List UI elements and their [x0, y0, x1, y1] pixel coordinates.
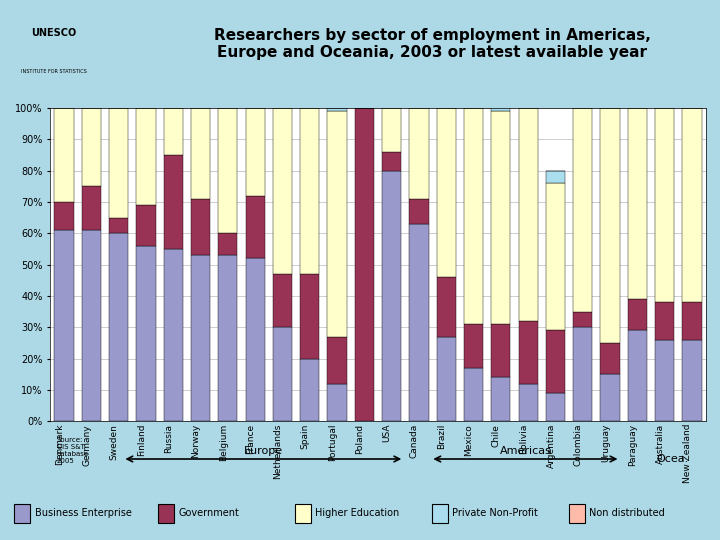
Bar — [273, 274, 292, 327]
Bar — [163, 108, 183, 155]
Bar — [136, 205, 156, 246]
Bar — [491, 111, 510, 324]
Bar — [683, 340, 701, 421]
Text: Americas: Americas — [500, 446, 552, 456]
Bar — [546, 330, 565, 393]
Bar — [136, 246, 156, 421]
Bar — [546, 393, 565, 421]
Bar — [600, 343, 620, 374]
Bar — [437, 108, 456, 277]
Text: Ocea.: Ocea. — [657, 454, 689, 464]
Bar — [14, 503, 30, 523]
Bar — [573, 312, 593, 327]
Bar — [410, 108, 428, 199]
Bar — [158, 503, 174, 523]
Text: Business Enterprise: Business Enterprise — [35, 508, 132, 518]
Bar — [518, 383, 538, 421]
Bar — [109, 233, 128, 421]
Bar — [491, 377, 510, 421]
Bar — [569, 503, 585, 523]
Bar — [55, 108, 73, 202]
Bar — [55, 202, 73, 230]
Bar — [573, 108, 593, 312]
Bar — [432, 503, 448, 523]
Bar — [410, 199, 428, 224]
Bar — [573, 327, 593, 421]
Bar — [246, 258, 265, 421]
Bar — [628, 330, 647, 421]
Text: Europe: Europe — [244, 446, 283, 456]
Bar — [328, 336, 346, 383]
Text: Government: Government — [179, 508, 240, 518]
Bar — [191, 255, 210, 421]
Bar — [328, 108, 346, 111]
Bar — [328, 111, 346, 336]
Text: Source:
UIS S&T
database
2005: Source: UIS S&T database 2005 — [57, 437, 89, 464]
Bar — [191, 108, 210, 199]
Bar — [437, 336, 456, 421]
Bar — [55, 230, 73, 421]
Bar — [546, 183, 565, 330]
Bar — [218, 255, 238, 421]
Bar — [295, 503, 311, 523]
Bar — [300, 108, 319, 274]
Bar — [600, 374, 620, 421]
Text: UNESCO: UNESCO — [32, 29, 76, 38]
Text: Researchers by sector of employment in Americas,
Europe and Oceania, 2003 or lat: Researchers by sector of employment in A… — [214, 28, 650, 60]
Text: Non distributed: Non distributed — [589, 508, 665, 518]
Bar — [191, 199, 210, 255]
Text: Private Non-Profit: Private Non-Profit — [452, 508, 538, 518]
Bar — [82, 108, 101, 186]
Bar — [546, 171, 565, 183]
Bar — [464, 368, 483, 421]
Text: INSTITUTE FOR STATISTICS: INSTITUTE FOR STATISTICS — [21, 69, 87, 74]
Bar — [136, 108, 156, 205]
Bar — [273, 108, 292, 274]
Bar — [82, 230, 101, 421]
Bar — [655, 340, 674, 421]
Bar — [628, 299, 647, 330]
Bar — [300, 274, 319, 359]
Bar — [355, 108, 374, 421]
Bar — [163, 155, 183, 249]
Bar — [82, 186, 101, 230]
Bar — [218, 233, 238, 255]
Bar — [410, 224, 428, 421]
Bar — [655, 302, 674, 340]
Bar — [246, 195, 265, 258]
Bar — [437, 277, 456, 336]
Bar — [382, 108, 401, 152]
Bar — [464, 324, 483, 368]
Bar — [273, 327, 292, 421]
Bar — [683, 108, 701, 302]
Bar — [382, 171, 401, 421]
Bar — [109, 108, 128, 218]
Bar — [518, 108, 538, 321]
Bar — [600, 108, 620, 343]
Bar — [382, 152, 401, 171]
Bar — [518, 321, 538, 383]
Bar — [464, 108, 483, 324]
Bar — [683, 302, 701, 340]
Bar — [328, 383, 346, 421]
Bar — [491, 324, 510, 377]
Bar — [163, 249, 183, 421]
Bar — [491, 92, 510, 111]
Bar — [109, 218, 128, 233]
Bar — [655, 108, 674, 302]
Bar — [628, 108, 647, 299]
Bar — [218, 108, 238, 233]
Bar — [300, 359, 319, 421]
Bar — [246, 108, 265, 195]
Text: Higher Education: Higher Education — [315, 508, 400, 518]
